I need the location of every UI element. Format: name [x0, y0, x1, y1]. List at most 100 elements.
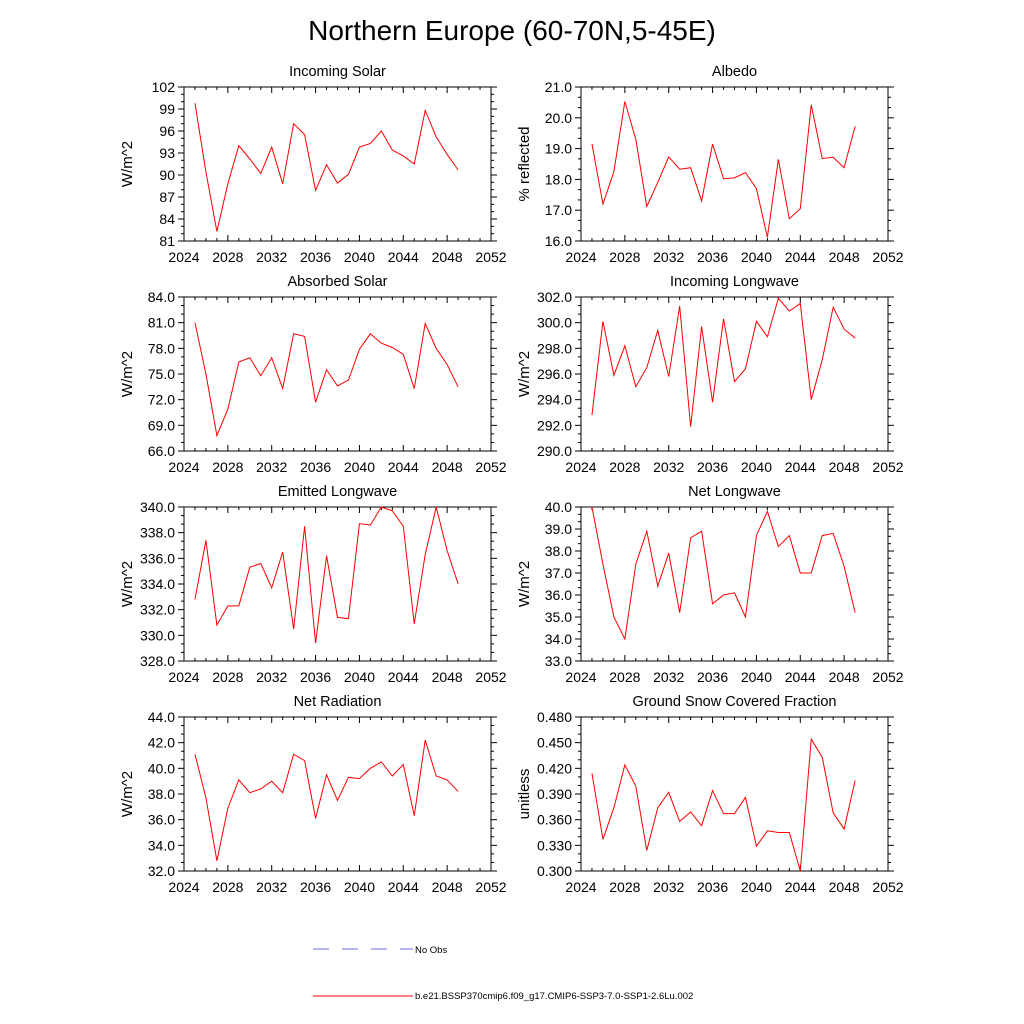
- x-tick-label: 2028: [609, 879, 640, 895]
- panel-2: Albedo % reflected 2024 2028 2032 2036 2040 204…: [516, 64, 904, 265]
- y-tick-label: 32.0: [148, 863, 175, 879]
- x-tick-label: 2036: [300, 879, 331, 895]
- x-tick-label: 2028: [212, 249, 243, 265]
- x-tick-label: 2036: [697, 459, 728, 475]
- y-tick-label: 292.0: [537, 417, 572, 433]
- x-tick-label: 2052: [475, 249, 506, 265]
- y-tick-label: 66.0: [148, 443, 175, 459]
- x-tick-label: 2032: [256, 879, 287, 895]
- y-tick-label: 0.390: [537, 786, 572, 802]
- x-tick-label: 2024: [565, 459, 596, 475]
- y-tick-label: 36.0: [148, 812, 175, 828]
- y-tick-label: 35.0: [545, 609, 572, 625]
- x-tick-label: 2028: [609, 459, 640, 475]
- y-tick-label: 0.300: [537, 863, 572, 879]
- panel-7: Net Radiation W/m^2 2024 2028 2032 2036 2040 20…: [119, 694, 507, 895]
- x-tick-label: 2044: [785, 249, 816, 265]
- series-line: [194, 103, 459, 232]
- x-tick-label: 2040: [344, 879, 375, 895]
- y-axis-label: W/m^2: [119, 141, 136, 187]
- y-tick-label: 330.0: [140, 627, 175, 643]
- x-tick-label: 2024: [168, 459, 199, 475]
- x-tick-label: 2036: [697, 879, 728, 895]
- y-tick-label: 81.0: [148, 315, 175, 331]
- y-tick-label: 102: [152, 79, 176, 95]
- x-tick-label: 2052: [475, 459, 506, 475]
- panel-title: Incoming Longwave: [670, 274, 799, 290]
- y-tick-label: 336.0: [140, 550, 175, 566]
- y-tick-label: 37.0: [545, 565, 572, 581]
- y-tick-label: 21.0: [545, 79, 572, 95]
- x-tick-label: 2048: [829, 879, 860, 895]
- y-tick-label: 338.0: [140, 525, 175, 541]
- y-tick-label: 84: [159, 211, 175, 227]
- x-tick-label: 2048: [432, 669, 463, 685]
- panel-5: Emitted Longwave W/m^2 2024 2028 2032 2036 204…: [119, 484, 507, 685]
- y-tick-label: 90: [159, 167, 175, 183]
- y-tick-label: 96: [159, 123, 175, 139]
- y-tick-label: 0.330: [537, 837, 572, 853]
- y-tick-label: 0.360: [537, 812, 572, 828]
- x-tick-label: 2044: [785, 459, 816, 475]
- y-axis-label: W/m^2: [516, 561, 533, 607]
- x-tick-label: 2044: [388, 879, 419, 895]
- y-tick-label: 87: [159, 189, 175, 205]
- x-tick-label: 2032: [256, 459, 287, 475]
- y-axis-label: % reflected: [516, 126, 533, 201]
- x-tick-label: 2032: [653, 249, 684, 265]
- y-tick-label: 328.0: [140, 653, 175, 669]
- y-axis-label: unitless: [516, 769, 533, 820]
- y-tick-label: 75.0: [148, 366, 175, 382]
- x-tick-label: 2044: [388, 459, 419, 475]
- y-tick-label: 39.0: [545, 521, 572, 537]
- y-tick-label: 302.0: [537, 289, 572, 305]
- y-tick-label: 69.0: [148, 417, 175, 433]
- x-tick-label: 2024: [168, 249, 199, 265]
- legend-no-obs-label: No Obs: [415, 945, 447, 956]
- y-tick-label: 16.0: [545, 233, 572, 249]
- panel-8: Ground Snow Covered Fraction unitless 2024…: [516, 694, 904, 895]
- legend: No Obs b.e21.BSSP370cmip6.f09_g17.CMIP6-…: [313, 945, 693, 1002]
- series-line: [194, 321, 459, 438]
- x-tick-label: 2032: [256, 249, 287, 265]
- y-tick-label: 38.0: [148, 786, 175, 802]
- x-tick-label: 2032: [653, 879, 684, 895]
- x-tick-label: 2040: [344, 249, 375, 265]
- x-tick-label: 2036: [300, 249, 331, 265]
- x-tick-label: 2052: [475, 879, 506, 895]
- x-tick-label: 2032: [653, 459, 684, 475]
- y-tick-label: 17.0: [545, 202, 572, 218]
- panel-grid: Incoming Solar W/m^2 2024 2028 2032 2036 2040 2…: [119, 64, 904, 895]
- x-tick-label: 2024: [168, 879, 199, 895]
- legend-model-label: b.e21.BSSP370cmip6.f09_g17.CMIP6-SSP3-7.…: [415, 991, 693, 1002]
- x-tick-label: 2028: [212, 879, 243, 895]
- x-tick-label: 2024: [565, 879, 596, 895]
- x-tick-label: 2040: [741, 879, 772, 895]
- x-tick-label: 2052: [872, 459, 903, 475]
- panel-6: Net Longwave W/m^2 2024 2028 2032 2036 2040 204…: [516, 484, 904, 685]
- y-tick-label: 40.0: [148, 760, 175, 776]
- y-tick-label: 290.0: [537, 443, 572, 459]
- y-tick-label: 340.0: [140, 499, 175, 515]
- panel-3: Absorbed Solar W/m^2 2024 2028 2032 2036 2040 2…: [119, 274, 507, 475]
- y-tick-label: 334.0: [140, 576, 175, 592]
- y-tick-label: 18.0: [545, 171, 572, 187]
- x-tick-label: 2024: [565, 249, 596, 265]
- x-tick-label: 2028: [212, 459, 243, 475]
- series-line: [194, 506, 459, 644]
- x-tick-label: 2028: [609, 669, 640, 685]
- x-tick-label: 2052: [475, 669, 506, 685]
- y-tick-label: 332.0: [140, 602, 175, 618]
- y-tick-label: 20.0: [545, 110, 572, 126]
- y-tick-label: 44.0: [148, 709, 175, 725]
- y-axis-label: W/m^2: [119, 561, 136, 607]
- y-tick-label: 0.420: [537, 760, 572, 776]
- x-tick-label: 2032: [653, 669, 684, 685]
- y-tick-label: 0.450: [537, 735, 572, 751]
- x-tick-label: 2044: [388, 669, 419, 685]
- x-tick-label: 2028: [609, 249, 640, 265]
- x-tick-label: 2044: [388, 249, 419, 265]
- y-tick-label: 81: [159, 233, 175, 249]
- x-tick-label: 2048: [432, 879, 463, 895]
